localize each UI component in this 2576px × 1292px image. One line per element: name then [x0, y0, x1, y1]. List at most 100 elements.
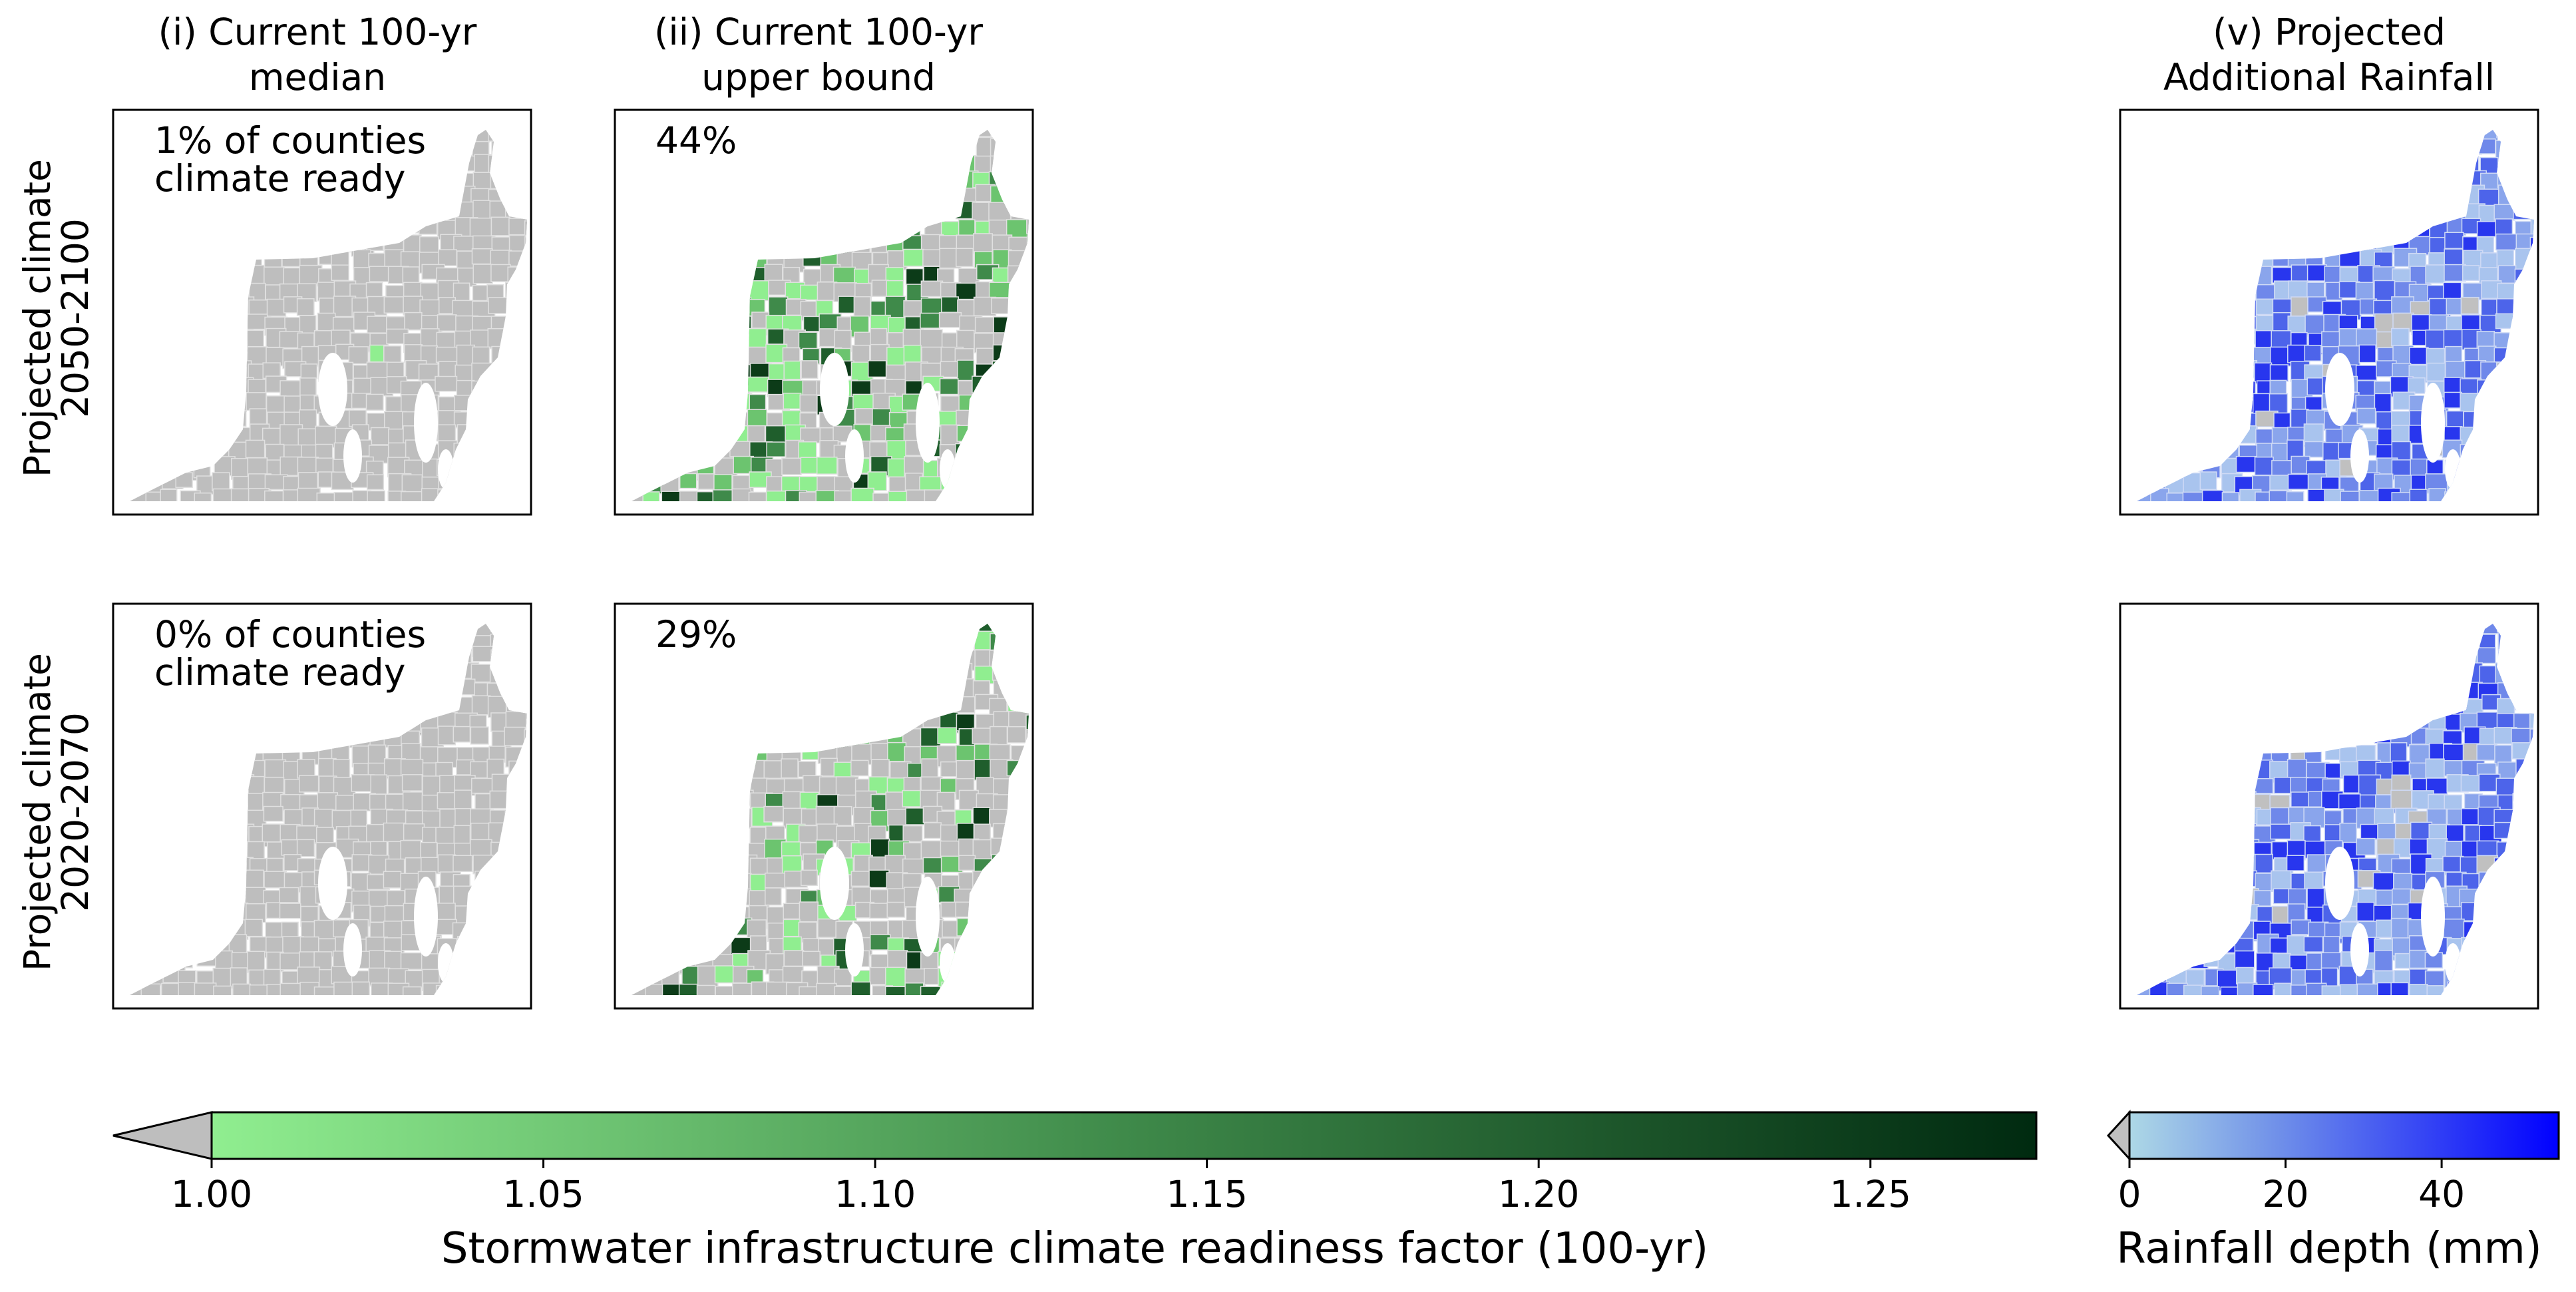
county — [715, 332, 733, 349]
county — [887, 662, 908, 684]
county — [437, 726, 457, 746]
county — [2187, 934, 2210, 952]
county — [2288, 664, 2311, 684]
county — [2203, 394, 2222, 417]
county — [130, 396, 146, 417]
county — [924, 489, 947, 501]
county — [679, 710, 699, 732]
county — [2460, 775, 2482, 792]
county — [2255, 329, 2274, 348]
county — [2235, 663, 2253, 686]
county — [632, 476, 645, 497]
county — [2220, 188, 2242, 209]
county — [992, 344, 1011, 361]
county — [1023, 870, 1029, 887]
county — [2165, 440, 2185, 461]
water-body — [2350, 429, 2369, 483]
county — [694, 168, 713, 188]
county — [177, 409, 196, 430]
county — [2322, 441, 2340, 463]
county — [214, 710, 236, 729]
county — [644, 361, 665, 383]
county — [816, 982, 837, 995]
county — [2137, 155, 2157, 173]
county — [160, 248, 180, 268]
county — [1008, 665, 1025, 686]
county — [193, 458, 211, 479]
county — [2464, 624, 2485, 638]
county — [419, 664, 441, 686]
county — [680, 761, 699, 781]
county — [645, 284, 665, 304]
county — [695, 395, 716, 413]
county — [729, 425, 750, 443]
county — [490, 1002, 511, 1021]
county — [2443, 329, 2464, 349]
county — [730, 202, 752, 220]
county — [2167, 807, 2187, 827]
county — [645, 710, 665, 730]
county — [400, 873, 420, 891]
county — [2495, 313, 2519, 329]
county — [905, 153, 927, 173]
county — [867, 662, 889, 679]
county — [2496, 970, 2517, 990]
county — [313, 986, 337, 995]
county — [2169, 300, 2190, 318]
county — [192, 826, 210, 843]
county — [2479, 889, 2503, 909]
county — [994, 1000, 1017, 1020]
county — [2137, 986, 2153, 995]
county — [2234, 394, 2257, 413]
county — [803, 713, 826, 733]
county — [524, 634, 527, 653]
county — [299, 936, 319, 954]
county — [803, 698, 824, 719]
county — [2219, 423, 2243, 441]
county — [956, 425, 978, 442]
county — [2167, 314, 2190, 330]
county — [508, 250, 527, 267]
county — [194, 982, 217, 995]
county — [713, 922, 735, 940]
water-body — [2325, 847, 2354, 920]
county — [643, 189, 661, 210]
county — [2237, 697, 2259, 716]
county — [2185, 918, 2209, 935]
county — [2428, 682, 2450, 702]
county — [2151, 665, 2172, 687]
county — [141, 809, 159, 830]
county — [2217, 791, 2237, 812]
county — [178, 903, 202, 920]
county — [2149, 634, 2170, 656]
county — [733, 316, 752, 335]
county — [2201, 363, 2220, 385]
county — [316, 1003, 333, 1022]
county — [2236, 280, 2253, 297]
county — [2137, 887, 2154, 909]
county — [715, 662, 739, 679]
county — [2234, 188, 2257, 206]
county — [142, 968, 166, 986]
county — [746, 650, 764, 670]
county — [489, 427, 512, 451]
county — [646, 252, 669, 275]
county — [264, 490, 284, 501]
county — [664, 904, 685, 921]
county — [524, 332, 527, 354]
county — [490, 841, 511, 859]
county — [696, 441, 717, 461]
county — [2237, 624, 2255, 634]
county — [2412, 624, 2433, 636]
county — [661, 455, 682, 477]
county — [130, 650, 144, 667]
county — [509, 140, 527, 160]
county — [2478, 457, 2500, 480]
column-title-upper-line2: upper bound — [701, 56, 936, 99]
county — [2152, 647, 2172, 668]
county — [2183, 299, 2205, 322]
county — [2463, 921, 2484, 941]
county — [145, 1000, 167, 1020]
county — [715, 1002, 735, 1018]
county — [680, 252, 699, 269]
